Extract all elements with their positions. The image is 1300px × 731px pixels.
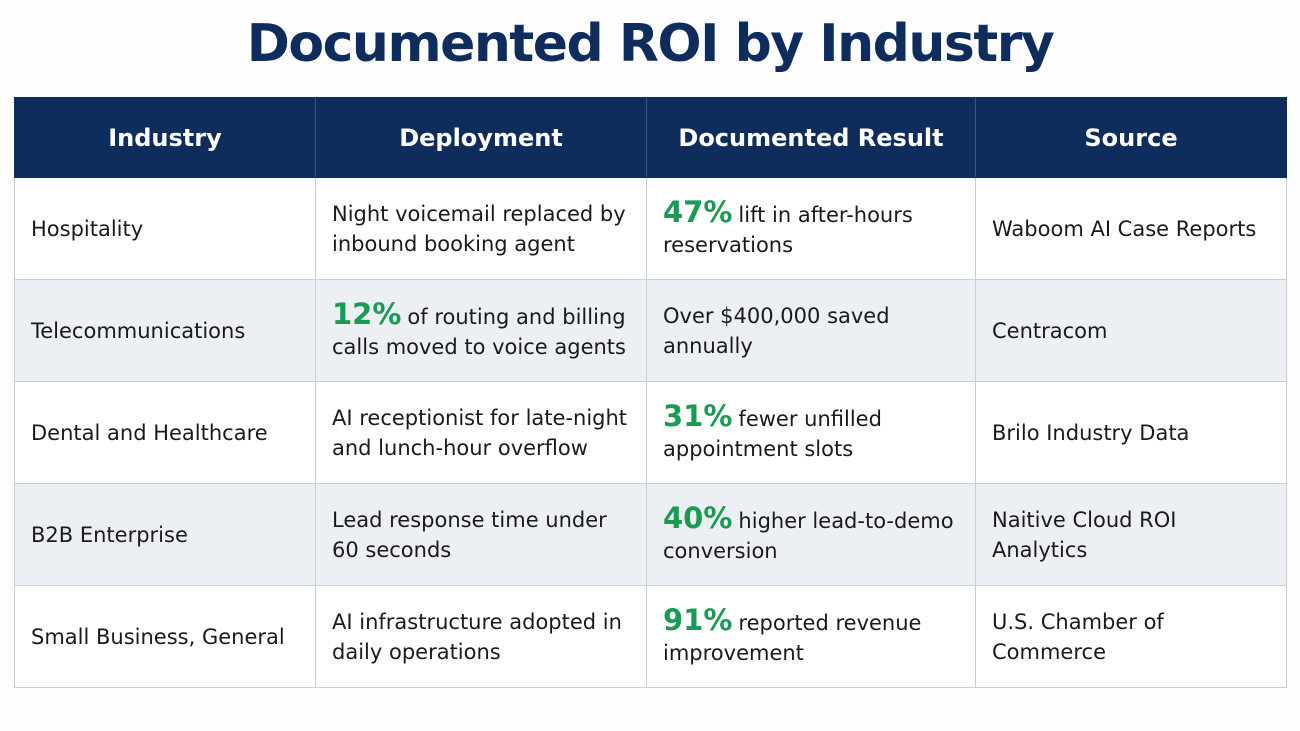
table-row: B2B Enterprise Lead response time under … xyxy=(14,483,1287,586)
industry-cell: Dental and Healthcare xyxy=(14,381,316,484)
table-row: Hospitality Night voicemail replaced by … xyxy=(14,177,1287,280)
header-documented-result: Documented Result xyxy=(646,97,976,178)
industry-cell: Small Business, General xyxy=(14,585,316,688)
table-row: Telecommunications 12% of routing and bil… xyxy=(14,279,1287,382)
source-cell: Centracom xyxy=(975,279,1287,382)
roi-table: Industry Deployment Documented Result So… xyxy=(14,97,1287,688)
result-text: Over $400,000 saved annually xyxy=(663,303,890,358)
source-cell: Brilo Industry Data xyxy=(975,381,1287,484)
source-cell: U.S. Chamber of Commerce xyxy=(975,585,1287,688)
result-cell: 31% fewer unfilled appointment slots xyxy=(646,381,976,484)
source-cell: Naitive Cloud ROI Analytics xyxy=(975,483,1287,586)
header-deployment: Deployment xyxy=(315,97,647,178)
table-row: Dental and Healthcare AI receptionist fo… xyxy=(14,381,1287,484)
result-highlight: 47% xyxy=(663,195,733,229)
deployment-text: of routing and billing calls moved to vo… xyxy=(332,305,626,359)
header-industry: Industry xyxy=(14,97,316,178)
deployment-text: Night voicemail replaced by inbound book… xyxy=(332,201,626,256)
table-header-row: Industry Deployment Documented Result So… xyxy=(14,97,1287,178)
deployment-text: AI receptionist for late-night and lunch… xyxy=(332,405,628,460)
result-highlight: 91% xyxy=(663,603,733,637)
result-text: reported revenue improvement xyxy=(663,611,922,665)
industry-cell: Telecommunications xyxy=(14,279,316,382)
result-text: fewer unfilled appointment slots xyxy=(663,407,882,461)
deployment-highlight: 12% xyxy=(332,297,402,331)
header-source: Source xyxy=(975,97,1287,178)
result-text: lift in after-hours reservations xyxy=(663,203,913,257)
result-highlight: 40% xyxy=(663,501,733,535)
deployment-text: AI infrastructure adopted in daily opera… xyxy=(332,609,622,664)
deployment-cell: AI receptionist for late-night and lunch… xyxy=(315,381,647,484)
table-row: Small Business, General AI infrastructur… xyxy=(14,585,1287,688)
source-cell: Waboom AI Case Reports xyxy=(975,177,1287,280)
industry-cell: Hospitality xyxy=(14,177,316,280)
result-text: higher lead-to-demo conversion xyxy=(663,509,954,563)
result-cell: 91% reported revenue improvement xyxy=(646,585,976,688)
deployment-cell: AI infrastructure adopted in daily opera… xyxy=(315,585,647,688)
result-cell: Over $400,000 saved annually xyxy=(646,279,976,382)
industry-cell: B2B Enterprise xyxy=(14,483,316,586)
deployment-text: Lead response time under 60 seconds xyxy=(332,507,607,562)
deployment-cell: Night voicemail replaced by inbound book… xyxy=(315,177,647,280)
page-title: Documented ROI by Industry xyxy=(246,14,1055,74)
deployment-cell: 12% of routing and billing calls moved to… xyxy=(315,279,647,382)
result-highlight: 31% xyxy=(663,399,733,433)
result-cell: 47% lift in after-hours reservations xyxy=(646,177,976,280)
result-cell: 40% higher lead-to-demo conversion xyxy=(646,483,976,586)
deployment-cell: Lead response time under 60 seconds xyxy=(315,483,647,586)
